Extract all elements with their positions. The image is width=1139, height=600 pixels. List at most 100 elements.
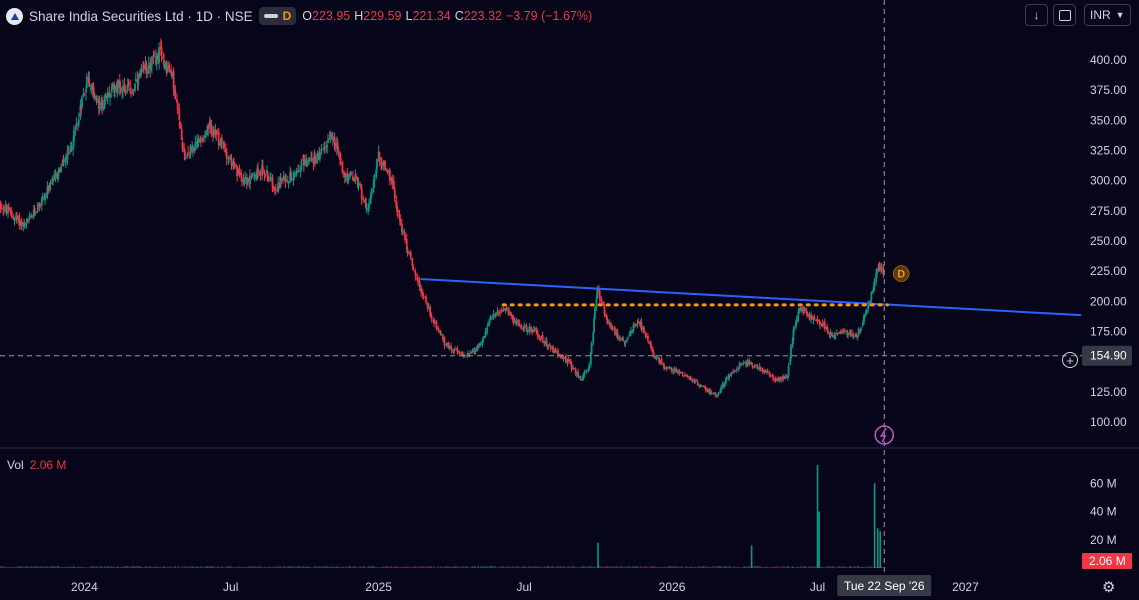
volume-bar bbox=[153, 567, 156, 568]
volume-bar bbox=[689, 566, 692, 568]
candle-body bbox=[694, 380, 697, 382]
volume-bar bbox=[497, 566, 500, 568]
candle-body bbox=[787, 365, 790, 376]
volume-bar bbox=[825, 567, 828, 568]
candle-body bbox=[782, 375, 785, 379]
candle-body bbox=[186, 154, 189, 156]
volume-bar bbox=[881, 566, 883, 568]
chart-header: Share India Securities Ltd · 1D · NSE D … bbox=[6, 5, 592, 27]
candle-body bbox=[217, 131, 220, 146]
volume-bar bbox=[209, 566, 211, 568]
candle-body bbox=[393, 189, 396, 200]
candle-body bbox=[503, 308, 505, 311]
volume-bar bbox=[746, 566, 748, 568]
candle-body bbox=[162, 56, 165, 60]
candle-body bbox=[429, 313, 432, 317]
candle-body bbox=[729, 375, 732, 377]
ohlc-change: −3.79 (−1.67%) bbox=[505, 9, 593, 23]
visibility-pill[interactable]: D bbox=[258, 7, 297, 25]
volume-bar bbox=[4, 566, 7, 568]
volume-bar bbox=[664, 566, 666, 568]
volume-bar bbox=[860, 566, 862, 568]
candle-body bbox=[676, 370, 679, 373]
symbol-title[interactable]: Share India Securities Ltd · 1D · NSE bbox=[29, 8, 253, 24]
volume-bar bbox=[529, 566, 531, 568]
volume-bar bbox=[865, 566, 868, 568]
volume-bar bbox=[761, 567, 763, 568]
volume-bar bbox=[559, 566, 561, 568]
candle-body bbox=[624, 340, 627, 344]
volume-bar bbox=[142, 567, 144, 568]
volume-bar bbox=[191, 566, 193, 568]
volume-bar bbox=[168, 566, 171, 568]
candle-body bbox=[150, 65, 153, 68]
ohlc-open: O223.95 bbox=[302, 9, 351, 23]
candle-body bbox=[326, 145, 329, 148]
volume-bar bbox=[189, 565, 192, 568]
volume-bar bbox=[244, 567, 246, 568]
candle-body bbox=[663, 364, 665, 369]
volume-bar bbox=[83, 567, 86, 568]
volume-bar bbox=[676, 565, 678, 568]
volume-bar bbox=[324, 566, 326, 568]
volume-bar bbox=[863, 567, 865, 568]
candle-body bbox=[492, 314, 495, 317]
volume-bar bbox=[590, 567, 593, 568]
volume-bar bbox=[16, 567, 18, 568]
candle-body bbox=[369, 196, 372, 205]
candle-body bbox=[36, 211, 38, 213]
candle-body bbox=[592, 332, 595, 343]
candle-body bbox=[746, 360, 749, 366]
candle-body bbox=[305, 157, 308, 167]
volume-bar bbox=[509, 567, 512, 568]
candle-body bbox=[25, 222, 28, 225]
candle-body bbox=[409, 252, 412, 258]
volume-bar bbox=[538, 566, 541, 568]
candle-body bbox=[717, 392, 720, 395]
volume-bar bbox=[269, 567, 271, 568]
download-button[interactable]: ↓ bbox=[1025, 4, 1048, 26]
volume-bar bbox=[266, 566, 269, 568]
volume-bar bbox=[831, 566, 833, 568]
volume-bar bbox=[250, 566, 253, 568]
volume-bar bbox=[43, 567, 45, 568]
volume-spike-bar bbox=[873, 483, 876, 568]
candle-body bbox=[166, 65, 169, 73]
volume-bar bbox=[246, 567, 248, 568]
volume-bar bbox=[805, 566, 807, 568]
candle-body bbox=[96, 99, 99, 101]
candle-body bbox=[90, 84, 93, 91]
volume-bar bbox=[600, 566, 602, 568]
candle-body bbox=[855, 334, 858, 338]
candle-body bbox=[175, 99, 178, 103]
add-alert-button[interactable]: + bbox=[1062, 352, 1078, 368]
volume-bar bbox=[736, 566, 738, 568]
candle-body bbox=[686, 375, 689, 377]
volume-bar bbox=[246, 567, 249, 568]
candle-body bbox=[31, 216, 34, 218]
volume-bar bbox=[31, 567, 33, 568]
volume-bar bbox=[844, 566, 846, 568]
candle-body bbox=[583, 372, 586, 376]
volume-bar bbox=[855, 566, 857, 568]
volume-bar bbox=[393, 567, 395, 568]
eye-icon[interactable] bbox=[263, 14, 278, 18]
candle-body bbox=[873, 280, 876, 287]
volume-bar bbox=[696, 566, 698, 568]
volume-legend[interactable]: Vol 2.06 M bbox=[7, 458, 66, 472]
volume-bar bbox=[678, 566, 680, 568]
candle-body bbox=[675, 368, 677, 372]
candle-body bbox=[502, 309, 505, 312]
candle-body bbox=[453, 349, 456, 353]
volume-bar bbox=[51, 566, 53, 568]
volume-bar bbox=[151, 567, 153, 568]
settings-gear-icon[interactable]: ⚙ bbox=[1102, 579, 1116, 596]
candle-body bbox=[517, 320, 520, 323]
volume-bar bbox=[547, 565, 549, 568]
currency-select[interactable]: INR ▼ bbox=[1084, 4, 1131, 26]
fullscreen-button[interactable] bbox=[1053, 4, 1076, 26]
candle-body bbox=[401, 230, 404, 232]
volume-bar bbox=[380, 567, 382, 568]
candle-body bbox=[766, 371, 769, 373]
